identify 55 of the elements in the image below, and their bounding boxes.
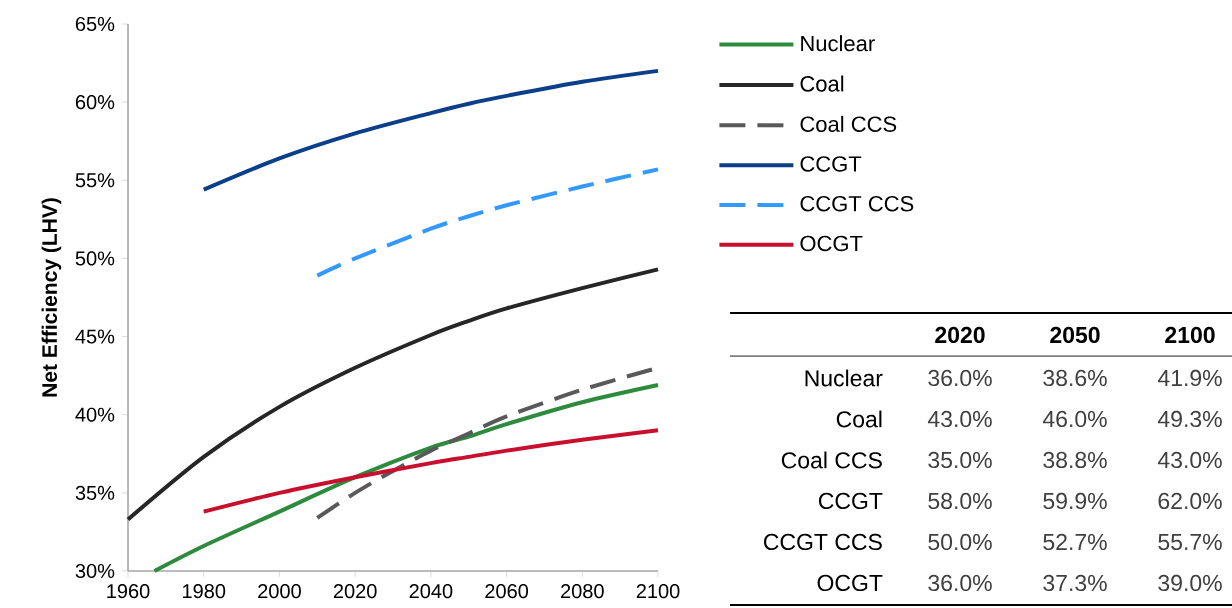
text: 50.0% bbox=[928, 533, 992, 551]
category-label: Coal bbox=[836, 410, 882, 428]
x-tick-label: 2080 bbox=[561, 584, 604, 599]
y-tick-label: 40% bbox=[75, 407, 115, 422]
y-tick-label: 45% bbox=[75, 329, 115, 344]
x-tick-label: 2100 bbox=[636, 584, 680, 599]
x-tick-label: 2060 bbox=[485, 584, 529, 599]
y-tick-label: 30% bbox=[75, 563, 115, 579]
x-tick-label: 1980 bbox=[183, 584, 226, 599]
legend-label: Nuclear bbox=[801, 35, 875, 52]
text: 36.0% bbox=[928, 574, 992, 592]
line-series bbox=[126, 267, 660, 522]
text: 39.0% bbox=[1158, 574, 1222, 592]
category-label: CCGT bbox=[818, 492, 883, 510]
text: 36.0% bbox=[928, 369, 992, 387]
category-label: CCGT CCS bbox=[763, 533, 882, 551]
x-tick-label: 2040 bbox=[409, 584, 453, 599]
category-label: Coal CCS bbox=[781, 451, 882, 469]
legend-label: OCGT bbox=[800, 235, 863, 252]
text: 41.9% bbox=[1157, 369, 1222, 387]
category-label: Nuclear bbox=[805, 369, 883, 387]
text: 35.0% bbox=[928, 451, 992, 469]
text: 55.7% bbox=[1158, 533, 1222, 551]
category-label: 2020 bbox=[935, 326, 985, 344]
text: 38.6% bbox=[1043, 369, 1107, 387]
x-tick-label: 1960 bbox=[107, 584, 150, 599]
text: 38.8% bbox=[1043, 451, 1107, 469]
text: 58.0% bbox=[928, 492, 992, 510]
legend-label: CCGT bbox=[800, 156, 862, 172]
category-label: OCGT bbox=[817, 574, 883, 592]
x-tick-label: 2000 bbox=[258, 584, 301, 599]
text: 62.0% bbox=[1158, 492, 1222, 510]
line-series bbox=[315, 167, 660, 278]
text: 43.0% bbox=[927, 410, 992, 428]
category-label: 2050 bbox=[1050, 326, 1100, 344]
text: 37.3% bbox=[1043, 574, 1107, 592]
line-series bbox=[152, 383, 660, 573]
text: 49.3% bbox=[1157, 410, 1222, 428]
line-series bbox=[201, 68, 660, 192]
y-tick-label: 65% bbox=[75, 16, 115, 32]
y-tick-label: 55% bbox=[75, 173, 115, 188]
y-tick-label: 50% bbox=[75, 251, 115, 266]
legend-label: Coal bbox=[800, 75, 844, 92]
legend-label: CCGT CCS bbox=[800, 195, 914, 212]
y-tick-label: 35% bbox=[75, 485, 115, 500]
text: 59.9% bbox=[1043, 492, 1107, 510]
category-label: 2100 bbox=[1165, 326, 1215, 344]
y-tick-label: 60% bbox=[75, 95, 115, 110]
line-series bbox=[201, 428, 660, 514]
legend-label: Coal CCS bbox=[800, 115, 897, 132]
y-axis-title: Net Efficiency (LHV) bbox=[41, 198, 62, 397]
text: 52.7% bbox=[1043, 533, 1107, 551]
x-tick-label: 2020 bbox=[333, 584, 377, 599]
text: 43.0% bbox=[1157, 451, 1222, 469]
text: 46.0% bbox=[1042, 410, 1107, 428]
